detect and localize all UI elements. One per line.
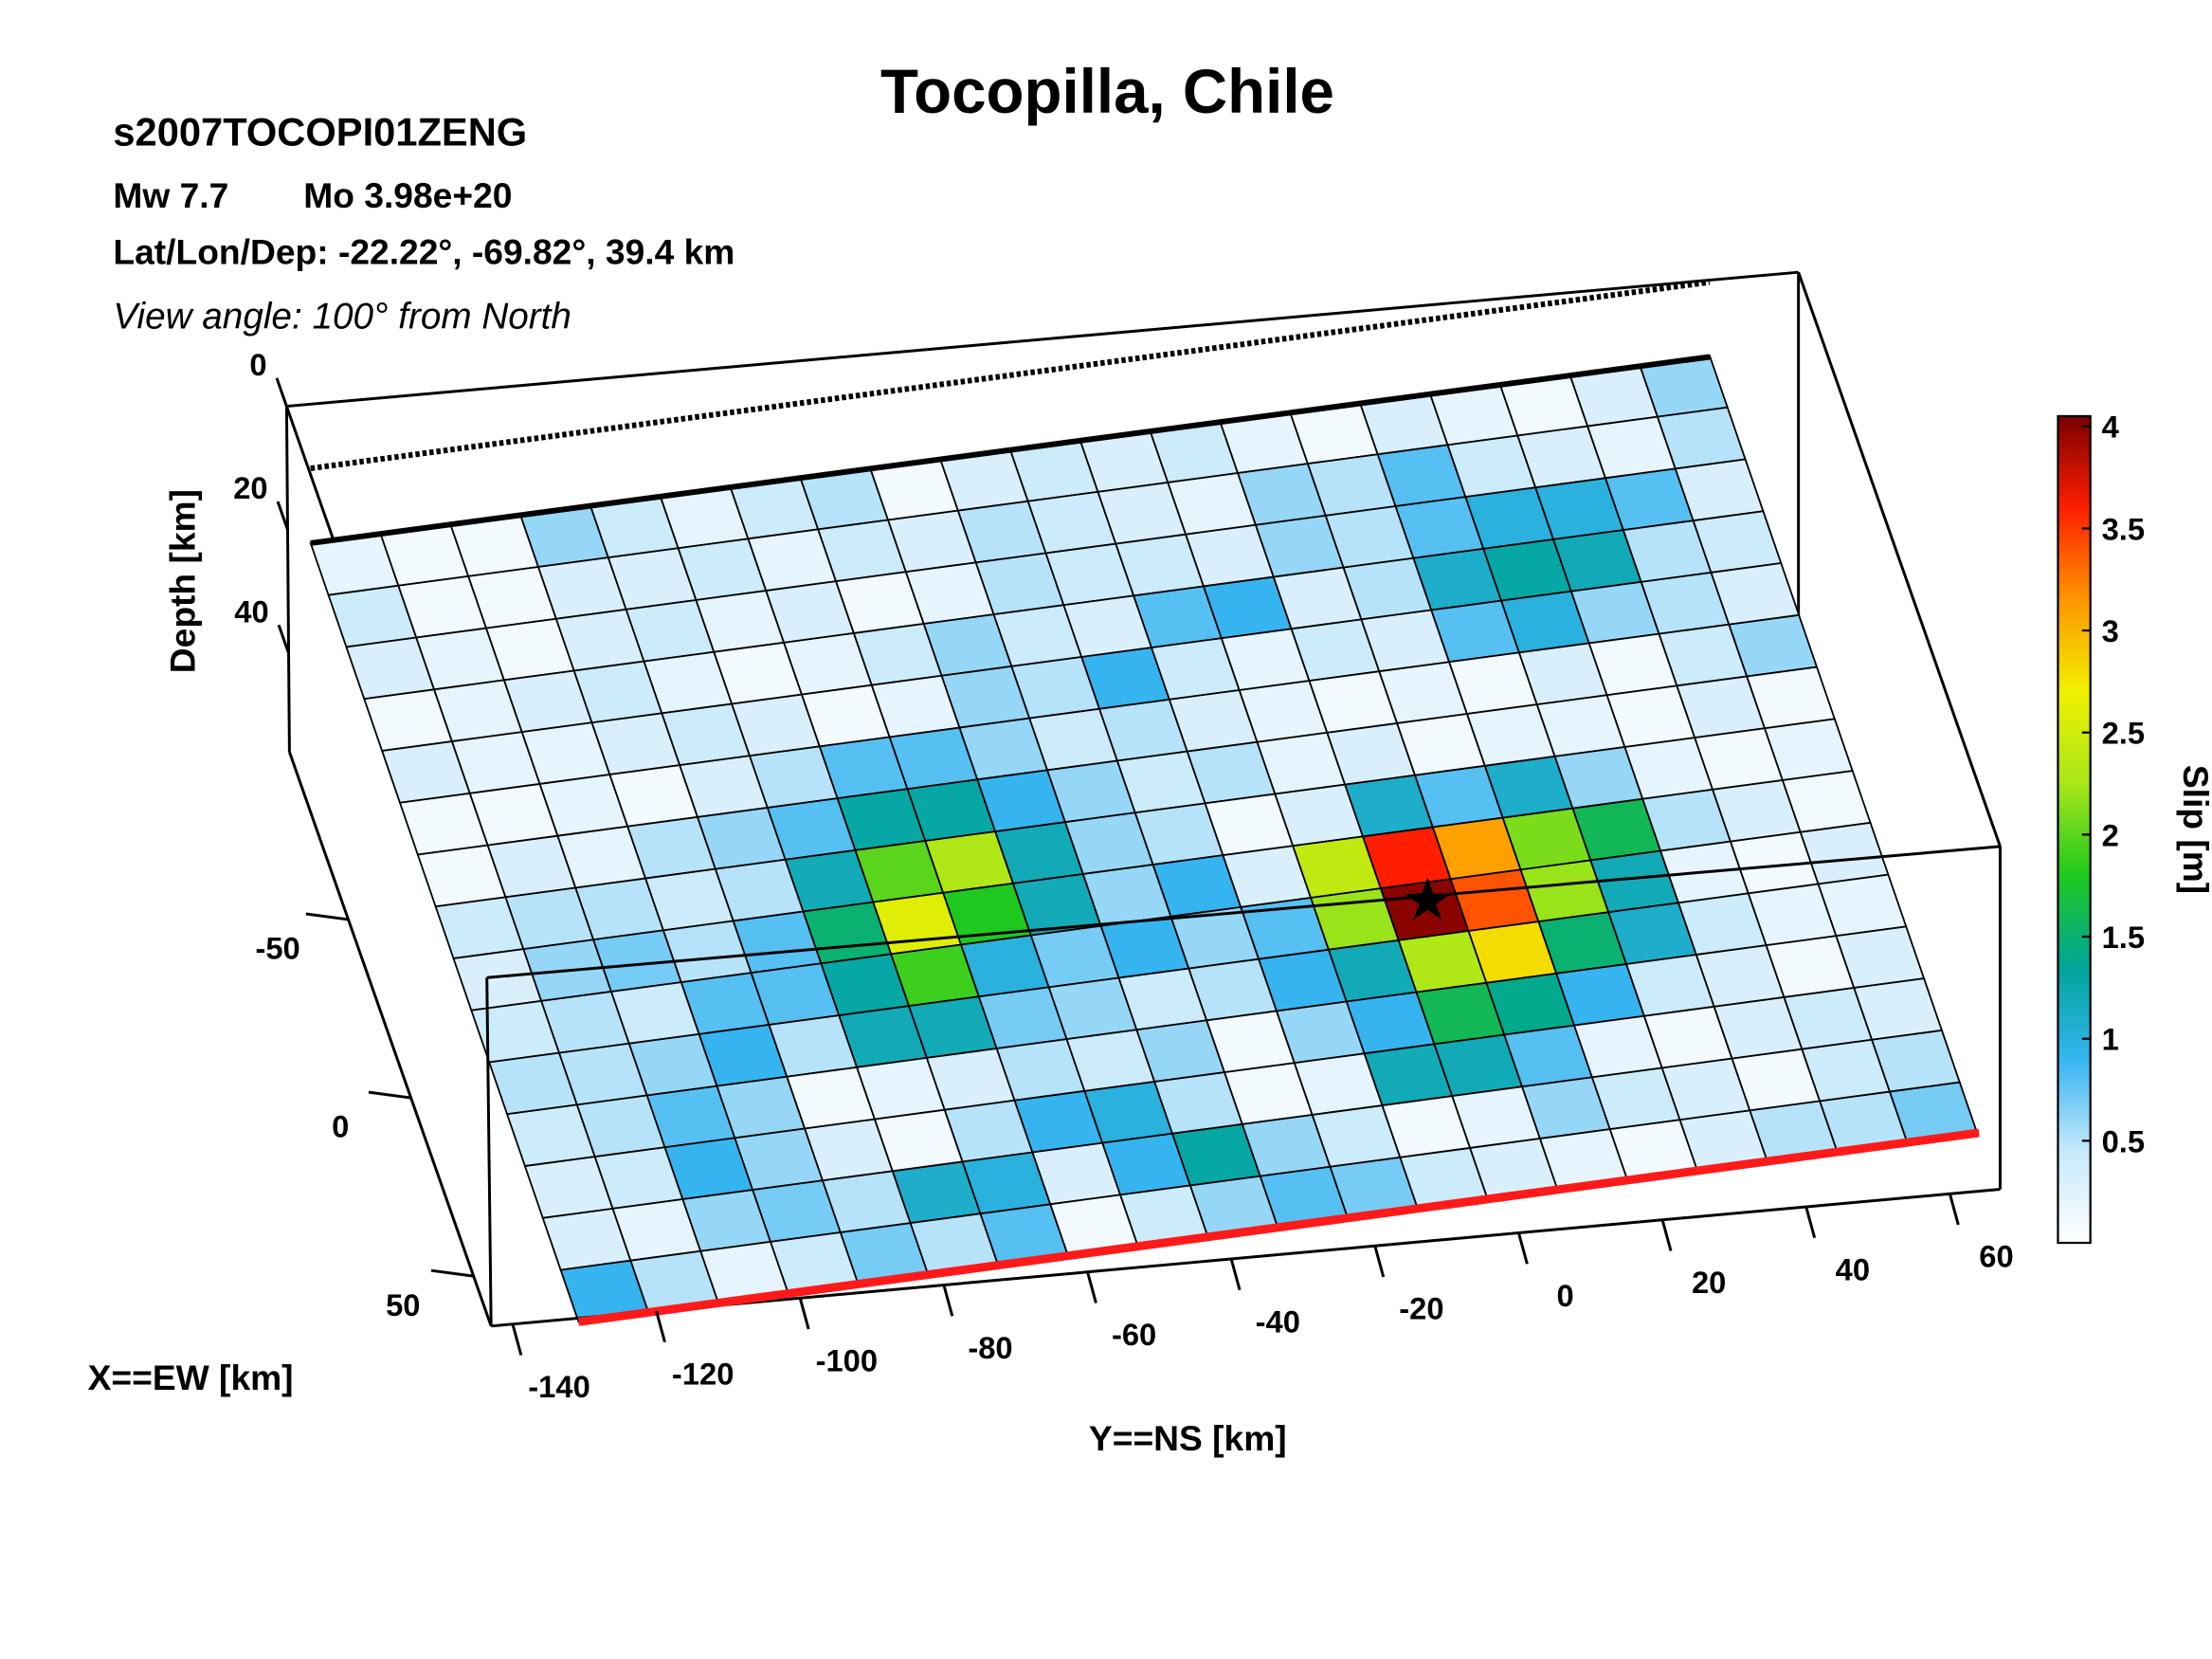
x-tick [368, 1090, 411, 1100]
y-tick-label: 20 [1692, 1265, 1726, 1300]
colorbar [2057, 414, 2092, 1245]
z-tick [275, 377, 288, 408]
y-tick-label: -140 [528, 1369, 590, 1404]
colorbar-tick-label: 4 [2102, 410, 2120, 445]
event-id: s2007TOCOPI01ZENG [113, 109, 527, 154]
x-tick-label: 50 [386, 1287, 420, 1322]
y-tick-label: -40 [1256, 1304, 1300, 1339]
z-tick [277, 624, 290, 654]
colorbar-tick-label: 3.5 [2102, 511, 2145, 546]
z-tick-label: 40 [234, 593, 268, 629]
y-tick [1660, 1219, 1673, 1251]
y-tick [1086, 1271, 1097, 1304]
y-tick-label: -80 [968, 1330, 1012, 1365]
location: Lat/Lon/Dep: -22.22°, -69.82°, 39.4 km [113, 231, 734, 271]
colorbar-tick-label: 2.5 [2102, 716, 2145, 751]
y-tick [1517, 1232, 1529, 1265]
colorbar-tick-label: 2 [2102, 817, 2119, 852]
y-tick [1229, 1258, 1242, 1291]
y-tick [1373, 1245, 1386, 1278]
x-tick [430, 1268, 474, 1278]
colorbar-label: Slip [m] [2176, 765, 2212, 894]
trench-line [310, 279, 1711, 471]
y-tick [1804, 1206, 1817, 1239]
y-axis-label: Y==NS [km] [1089, 1418, 1287, 1458]
x-tick-label: -50 [255, 931, 299, 966]
z-tick [276, 501, 289, 531]
fault-bottom-edge [577, 1128, 1980, 1326]
y-tick-label: -20 [1399, 1291, 1443, 1326]
y-tick [511, 1323, 523, 1356]
y-tick [798, 1297, 810, 1330]
y-tick [942, 1285, 954, 1317]
y-tick-label: -100 [816, 1343, 879, 1378]
colorbar-tick-label: 3 [2102, 613, 2119, 648]
y-tick [655, 1310, 666, 1343]
colorbar-tick-label: 1.5 [2102, 920, 2145, 955]
fault-plane [309, 355, 1979, 1323]
chart-title: Tocopilla, Chile [880, 57, 1334, 126]
y-tick-label: 60 [1979, 1239, 2013, 1274]
y-tick-label: -120 [672, 1356, 734, 1391]
hypocenter-star [1405, 877, 1451, 921]
y-tick-label: 0 [1556, 1278, 1573, 1313]
magnitude: Mw 7.7 [113, 175, 228, 215]
y-tick [1948, 1193, 1960, 1226]
y-tick-label: -60 [1112, 1317, 1156, 1352]
x-axis-label: X==EW [km] [88, 1358, 294, 1397]
x-tick [305, 912, 349, 921]
view-angle: View angle: 100° from North [113, 297, 571, 337]
moment: Mo 3.98e+20 [303, 175, 512, 215]
x-tick-label: 0 [332, 1109, 349, 1144]
fault-top-edge [310, 354, 1711, 546]
z-tick-label: 0 [249, 347, 266, 382]
colorbar-tick-label: 0.5 [2102, 1123, 2145, 1158]
colorbar-tick-label: 1 [2102, 1022, 2119, 1057]
z-tick-label: 20 [233, 470, 267, 505]
y-tick-label: 40 [1836, 1251, 1870, 1286]
z-axis-label: Depth [km] [163, 489, 203, 673]
